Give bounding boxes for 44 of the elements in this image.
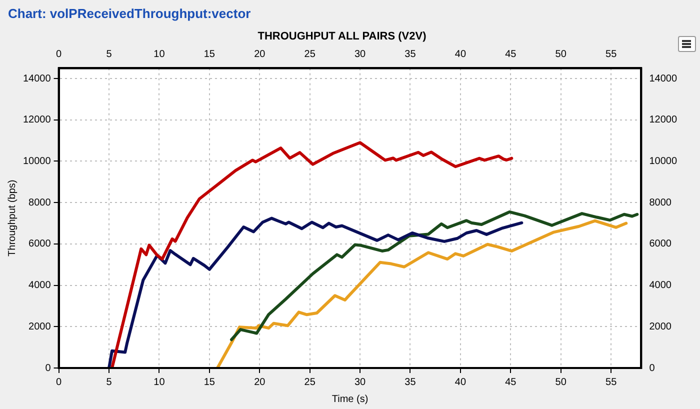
x-tick-label: 55 [606,48,618,60]
y-tick-label: 8000 [28,197,52,208]
x2-tick-label: 50 [555,376,567,388]
x-tick-label: 0 [56,48,62,60]
x2-tick-label: 30 [354,376,366,388]
x-tick-label: 20 [254,48,266,60]
y2-tick-label: 6000 [649,238,672,250]
y-tick-label: 2000 [28,321,52,332]
x2-tick-label: 10 [154,376,166,388]
y2-tick-label: 0 [649,362,656,374]
chart-title: THROUGHPUT ALL PAIRS (V2V) [258,30,427,43]
y2-tick-label: 12000 [649,114,678,126]
x-tick-label: 45 [505,48,517,60]
y2-tick-label: 8000 [649,197,672,208]
x-tick-label: 50 [555,48,567,60]
x-tick-label: 40 [454,48,466,60]
y-tick-label: 10000 [22,156,52,167]
y2-tick-label: 2000 [649,321,672,332]
chart-subtitle: Chart: volPReceivedThroughput:vector [8,6,251,21]
x-tick-label: 25 [304,48,316,60]
x2-tick-label: 0 [56,376,62,388]
y-tick-label: 0 [45,362,52,374]
y-tick-label: 14000 [22,73,52,84]
x2-tick-label: 5 [106,376,112,388]
x2-tick-label: 15 [204,376,216,388]
x2-tick-label: 45 [505,376,517,388]
x-tick-label: 15 [204,48,216,60]
x-tick-label: 30 [354,48,366,60]
x-tick-label: 5 [106,48,112,60]
x-tick-label: 35 [404,48,416,60]
x-tick-label: 10 [154,48,166,60]
x2-tick-label: 35 [404,376,416,388]
y2-tick-label: 4000 [649,280,672,292]
x2-tick-label: 25 [304,376,316,388]
x2-tick-label: 55 [606,376,618,388]
y2-tick-label: 10000 [649,156,678,167]
y-axis-title: Throughput (bps) [6,180,18,256]
x2-tick-label: 40 [454,376,466,388]
x2-tick-label: 20 [254,376,266,388]
y-tick-label: 6000 [28,238,52,250]
y2-tick-label: 14000 [649,73,678,84]
y-tick-label: 12000 [22,114,52,126]
x-axis-title: Time (s) [332,394,368,405]
y-tick-label: 4000 [28,280,52,292]
